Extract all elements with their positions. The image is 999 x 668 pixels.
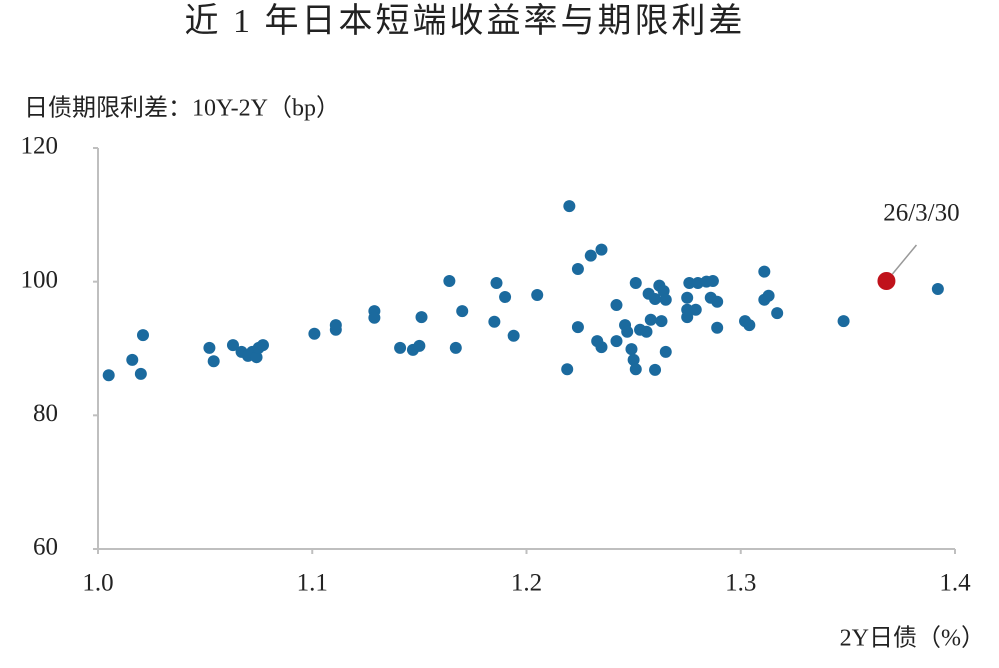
scatter-point: [207, 355, 220, 368]
scatter-point: [621, 325, 634, 338]
scatter-point: [743, 319, 756, 332]
scatter-point: [203, 341, 216, 354]
chart-title: 近 1 年日本短端收益率与期限利差: [185, 2, 746, 40]
scatter-point: [488, 315, 501, 328]
scatter-point: [625, 343, 638, 356]
scatter-point: [762, 289, 775, 302]
scatter-point: [584, 249, 597, 262]
scatter-point: [226, 339, 239, 352]
scatter-point: [595, 341, 608, 354]
scatter-point: [758, 265, 771, 278]
scatter-point: [649, 363, 662, 376]
scatter-point: [711, 321, 724, 334]
scatter-point: [659, 345, 672, 358]
highlight-point: [877, 271, 896, 290]
scatter-point: [610, 299, 623, 312]
scatter-point: [595, 243, 608, 256]
annotation: 26/3/30: [883, 200, 959, 227]
scatter-point: [931, 283, 944, 296]
scatter-point: [627, 353, 640, 366]
annotation-leader: [891, 244, 918, 275]
scatter-point: [134, 367, 147, 380]
scatter-point: [563, 200, 576, 213]
x-tick-label: 1.1: [297, 570, 328, 597]
scatter-point: [681, 291, 694, 304]
y-tick-label: 120: [21, 133, 59, 160]
scatter-point: [415, 311, 428, 324]
x-tick-label: 1.0: [82, 570, 113, 597]
scatter-point: [368, 311, 381, 324]
scatter-point: [413, 339, 426, 352]
scatter-point: [329, 319, 342, 332]
scatter-point: [683, 277, 696, 290]
y-tick-label: 80: [33, 400, 58, 427]
x-axis-label: 2Y日债（%）: [840, 625, 985, 652]
scatter-point: [629, 363, 642, 376]
scatter-point: [681, 303, 694, 316]
scatter-point: [507, 329, 520, 342]
scatter-point: [102, 369, 115, 382]
scatter-point: [610, 335, 623, 348]
scatter-point: [561, 363, 574, 376]
scatter-point: [250, 351, 263, 364]
scatter-point: [659, 293, 672, 306]
scatter-point: [571, 262, 584, 275]
scatter-point: [571, 321, 584, 334]
x-tick-label: 1.2: [511, 570, 542, 597]
x-tick-label: 1.3: [725, 570, 756, 597]
x-tick-label: 1.4: [939, 570, 971, 597]
y-axis-label: 日债期限利差：10Y-2Y（bp）: [24, 95, 340, 122]
scatter-point: [443, 274, 456, 287]
scatter-point: [256, 339, 269, 352]
scatter-point: [711, 295, 724, 308]
scatter-point: [531, 289, 544, 302]
y-tick-label: 100: [21, 266, 59, 293]
y-tick-label: 60: [33, 534, 58, 561]
scatter-point: [655, 315, 668, 328]
scatter-point: [449, 341, 462, 354]
scatter-point: [837, 315, 850, 328]
scatter-point: [689, 303, 702, 316]
scatter-point: [706, 274, 719, 287]
scatter-point: [771, 307, 784, 320]
scatter-point: [308, 327, 321, 340]
scatter-point: [394, 341, 407, 354]
scatter-point: [456, 305, 469, 318]
scatter-point: [136, 329, 149, 342]
scatter-point: [126, 353, 139, 366]
scatter-point: [649, 293, 662, 306]
scatter-point: [644, 313, 657, 326]
scatter-point: [490, 277, 503, 290]
scatter-point: [499, 291, 512, 304]
scatter-point: [629, 277, 642, 290]
scatter-point: [640, 325, 653, 338]
